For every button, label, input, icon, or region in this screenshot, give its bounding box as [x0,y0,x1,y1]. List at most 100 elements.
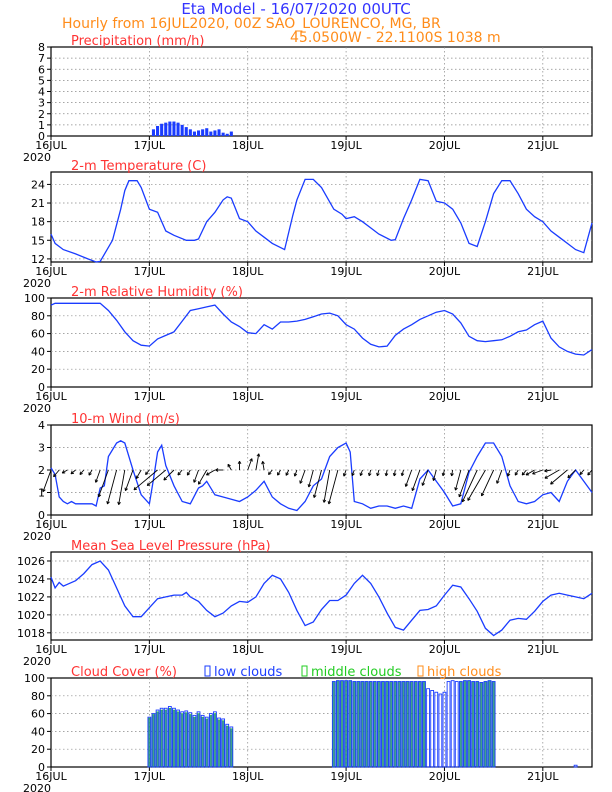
panel-frame [50,171,593,263]
cloud-bar-low [192,714,197,768]
cloud-bar-low [331,681,336,768]
wind-barb-head [532,471,536,475]
wind-barb [193,469,199,483]
wind-barb-head [587,472,591,476]
x-tick-label: 17JUL [134,770,166,783]
precip-bar [192,131,196,136]
cloud-bar-low [422,681,426,768]
x-tick-label: 17JUL [134,390,166,403]
y-tick-label: 1022 [17,591,45,604]
wind-barb [145,469,150,475]
cloud-bar-low [471,681,476,768]
cloud-bar-low [163,707,168,768]
wind-barb [61,469,68,474]
y-tick-label: 4 [38,419,45,432]
cloud-bar-low [372,681,377,768]
wind-barb [255,453,260,471]
wind-barb [385,469,388,476]
cloud-bar-low [376,681,381,768]
wind-barb-head [367,472,372,477]
cloud-bar-low [442,691,447,768]
x-tick-label: 21JUL [527,643,559,656]
wind-barb [544,469,560,479]
panel-title: Mean Sea Level Pressure (hPa) [71,539,271,554]
precip-bar [217,129,221,136]
wind-barb-head [411,487,415,492]
wind-barb [368,469,372,476]
x-tick-label: 18JUL [232,518,264,531]
wind-barb [421,469,429,486]
wind-barb-head [351,472,355,476]
precip-bar [197,130,201,136]
x-tick-label: 20JUL [429,390,461,403]
x-year-label: 2020 [23,530,51,543]
cloud-bar-low [446,681,451,768]
cloud-bar-low [221,718,226,768]
x-tick-label: 21JUL [527,139,559,152]
precip-bar [168,121,172,136]
x-tick-label: 20JUL [429,265,461,278]
x-year-label: 2020 [23,151,51,164]
series-line [50,560,593,637]
wind-barb [550,469,568,485]
cloud-bar-low [348,680,353,768]
y-tick-label: 2 [38,464,45,477]
legend-swatch [417,665,424,677]
wind-barb [442,469,445,476]
series-line [50,302,593,356]
wind-barb [146,469,167,486]
wind-barb [42,469,52,492]
panel-title: 2-m Relative Humidity (%) [71,285,243,300]
wind-barb-head [579,471,583,476]
wind-barb [247,458,253,471]
x-tick-label: 21JUL [527,265,559,278]
panel-4: 0 1 2 3 4 16JUL 17JUL 18JUL 19JUL 20JUL 21JUL 2020 1… [23,412,593,543]
wind-barb [579,469,585,475]
wind-barb-head [421,482,425,486]
cloud-bar-low [483,681,488,768]
x-tick-label: 19JUL [330,390,362,403]
cloud-bar-low [385,681,389,768]
wind-barb-head [53,473,57,478]
y-tick-label: 20 [31,743,45,756]
cloud-bar-low [225,723,230,768]
y-tick-label: 3 [38,97,45,110]
cloud-bar-low [454,681,459,768]
y-tick-label: 80 [31,690,45,703]
wind-barb-head [299,480,303,484]
wind-barb [323,469,331,503]
legend-swatch [301,665,308,677]
wind-barb-head [404,483,409,487]
wind-barb-head [268,471,272,476]
y-tick-label: 0 [38,509,45,522]
precip-bar [172,121,176,136]
y-tick-label: 0 [38,761,45,774]
chart-subtitle: Hourly from 16JUL2020, 00Z SAO_LOURENCO,… [62,16,441,32]
precip-bar [151,129,155,136]
wind-barb [262,461,265,471]
wind-barb-head [215,468,219,472]
x-tick-label: 20JUL [429,518,461,531]
wind-barb [268,469,273,475]
precip-bar [205,128,209,136]
wind-barb-head [342,473,347,477]
cloud-bar-low [405,681,410,768]
cloud-bar-low [475,681,480,768]
wind-barb-head [521,472,526,476]
wind-barb [107,469,118,505]
x-tick-label: 18JUL [232,139,264,152]
wind-barb-head [293,473,298,477]
y-tick-label: 0 [38,130,45,143]
wind-barb-head [525,472,530,476]
precip-bar [209,131,213,136]
cloud-bar-low [368,681,373,768]
y-tick-label: 0 [38,381,45,394]
x-tick-label: 20JUL [429,770,461,783]
wind-barb-head [88,472,92,476]
wind-barb-head [432,477,436,481]
x-year-label: 2020 [23,402,51,415]
wind-barb-head [467,497,471,501]
wind-barb-head [544,475,548,479]
panel-3: 0 20 40 60 80 100 16JUL 17JUL 18JUL 19JUL 20JUL 21J… [23,285,593,415]
wind-barb-head [205,472,210,476]
